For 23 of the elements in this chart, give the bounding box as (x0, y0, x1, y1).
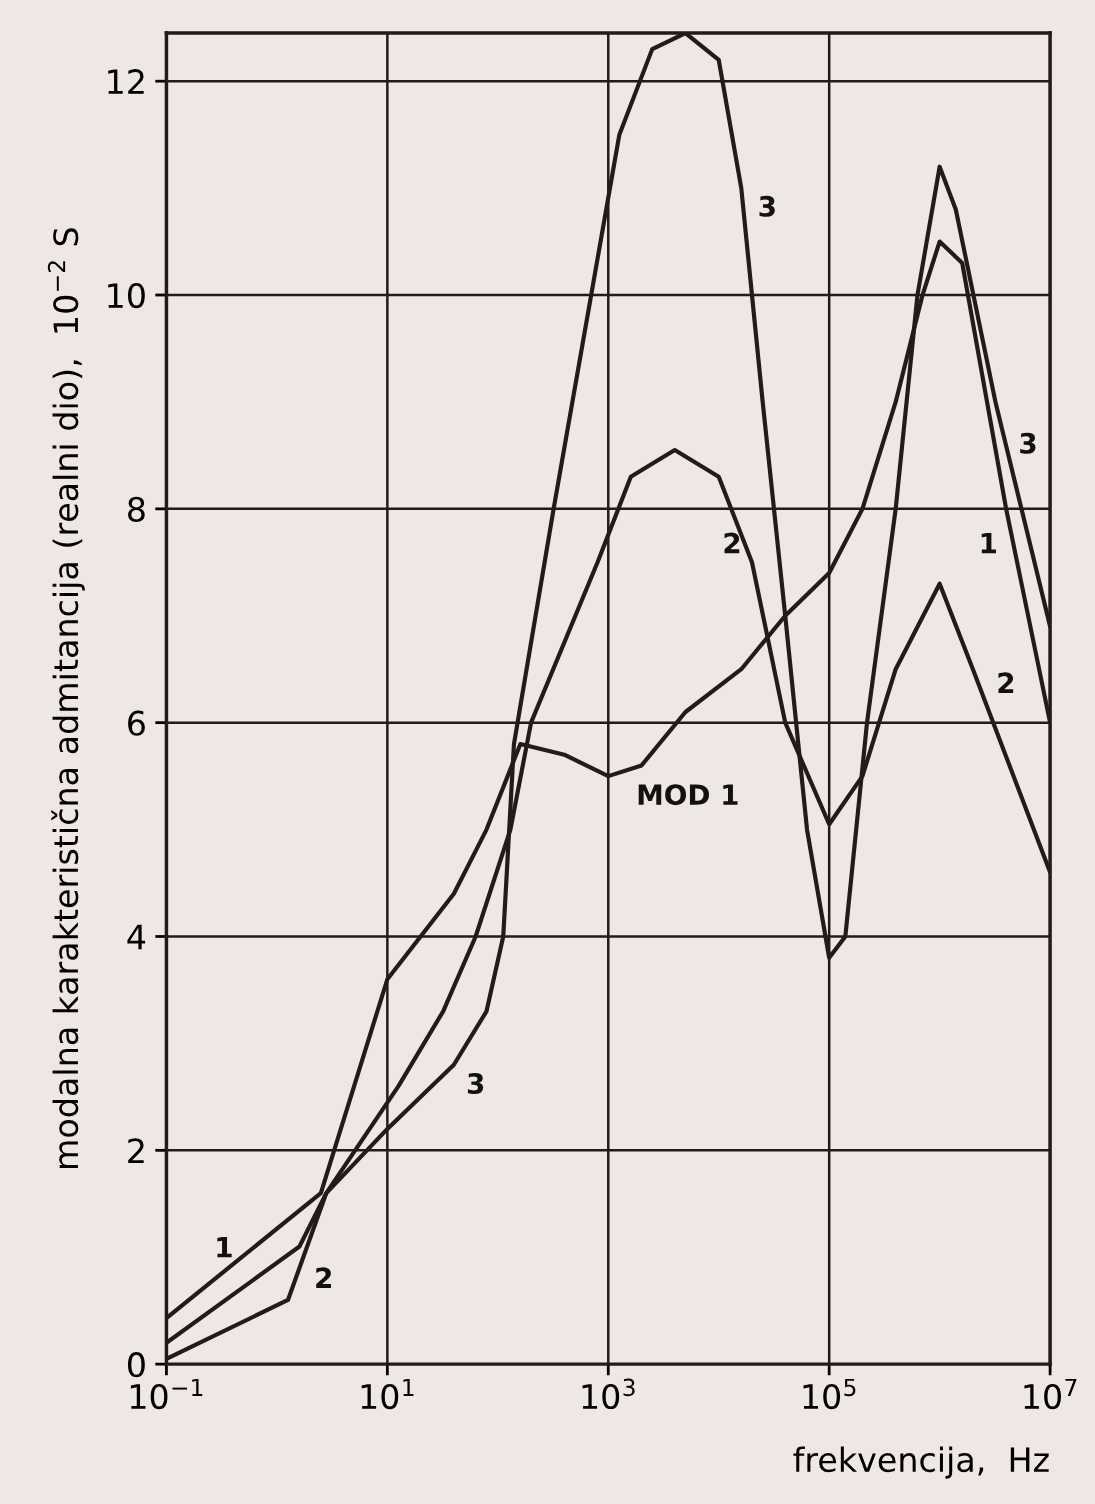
x-tick-label: 10$^{1}$ (361, 1378, 414, 1410)
y-tick-label: 6 (128, 710, 145, 736)
y-tick-label: 4 (127, 924, 146, 950)
x-axis-title: frekvencija, Hz (793, 1446, 1049, 1479)
annotation: 1 (217, 1237, 232, 1258)
y-tick-label: 12 (108, 69, 144, 94)
annotation: 2 (998, 672, 1014, 693)
annotation: 3 (467, 1072, 484, 1094)
x-tick-label: 10$^{5}$ (803, 1378, 856, 1410)
x-tick-label: 10$^{−1}$ (130, 1378, 203, 1410)
x-tick-label: 10$^{7}$ (1024, 1378, 1077, 1410)
y-axis-title: modalna karakteristična admitancija (realni dio), 10$^{−2}$ S (47, 228, 85, 1169)
y-tick-label: 2 (128, 1138, 144, 1163)
annotation: 2 (724, 532, 740, 554)
y-tick-label: 10 (108, 282, 145, 309)
annotation: 3 (759, 195, 775, 217)
y-tick-label: 0 (127, 1352, 145, 1378)
annotation: 2 (316, 1267, 331, 1288)
annotation: 1 (981, 532, 996, 554)
y-tick-label: 8 (128, 496, 145, 522)
x-tick-label: 10$^{3}$ (582, 1378, 635, 1410)
annotation: 3 (1020, 432, 1036, 454)
annotation: MOD 1 (638, 784, 738, 806)
